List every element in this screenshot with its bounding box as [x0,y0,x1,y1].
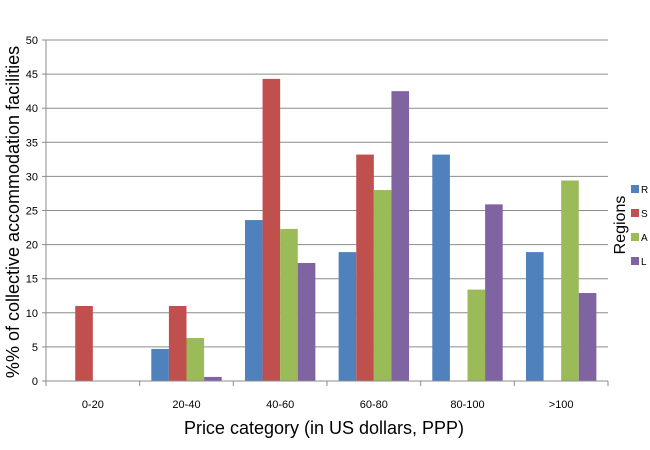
y-axis-ticks: 0 5 10 15 20 25 30 35 40 45 50 [26,35,46,388]
bar-A-3 [373,190,392,381]
x-tick-label: 80-100 [450,399,484,411]
bar-S-0 [75,305,93,381]
y-tick-label: 25 [26,206,38,218]
bar-R-3 [338,252,357,381]
bar-S-1 [168,305,187,381]
bar-R-1 [151,348,169,381]
y-tick-label: 20 [26,240,38,252]
bar-A-5 [561,180,579,381]
x-tick-label: 40-60 [266,399,294,411]
bar-A-4 [467,289,486,381]
legend-label: S [641,209,648,220]
y-tick-label: 40 [26,103,38,115]
bar-R-5 [525,252,544,381]
bar-R-4 [432,154,450,381]
bar-S-2 [262,78,281,382]
y-tick-label: 15 [26,274,38,286]
bars [75,78,597,382]
legend-label: R [641,185,648,196]
bar-R-2 [244,220,263,381]
bar-A-1 [186,338,205,381]
bar-A-2 [280,228,298,381]
x-tick-label: >100 [549,399,574,411]
y-tick-label: 50 [26,35,38,47]
gridlines [46,39,608,348]
bar-S-3 [356,154,374,381]
legend-swatch [631,257,639,265]
y-axis-title: %% of collective accommodation facilitie… [3,46,23,378]
x-axis-title: Price category (in US dollars, PPP) [184,418,464,438]
legend-swatch [631,233,639,241]
legend: R S A L [631,185,648,268]
y-tick-label: 30 [26,171,38,183]
y-tick-label: 0 [32,376,38,388]
legend-label: L [641,257,647,268]
y-tick-label: 5 [32,342,38,354]
bar-L-2 [297,263,316,381]
x-axis: 0-20 20-40 40-60 60-80 80-100 >100 [45,40,609,411]
y-tick-label: 10 [26,308,38,320]
y-tick-label: 45 [26,69,38,81]
bar-L-3 [391,91,410,382]
x-tick-label: 60-80 [360,399,388,411]
legend-title: Regions [612,196,629,255]
legend-swatch [631,209,639,217]
legend-swatch [631,185,639,193]
bar-L-4 [485,204,503,381]
bar-L-5 [578,293,597,381]
x-tick-label: 20-40 [172,399,200,411]
y-tick-label: 35 [26,137,38,149]
bar-L-1 [204,376,222,381]
legend-label: A [641,233,648,244]
x-tick-label: 0-20 [82,399,104,411]
